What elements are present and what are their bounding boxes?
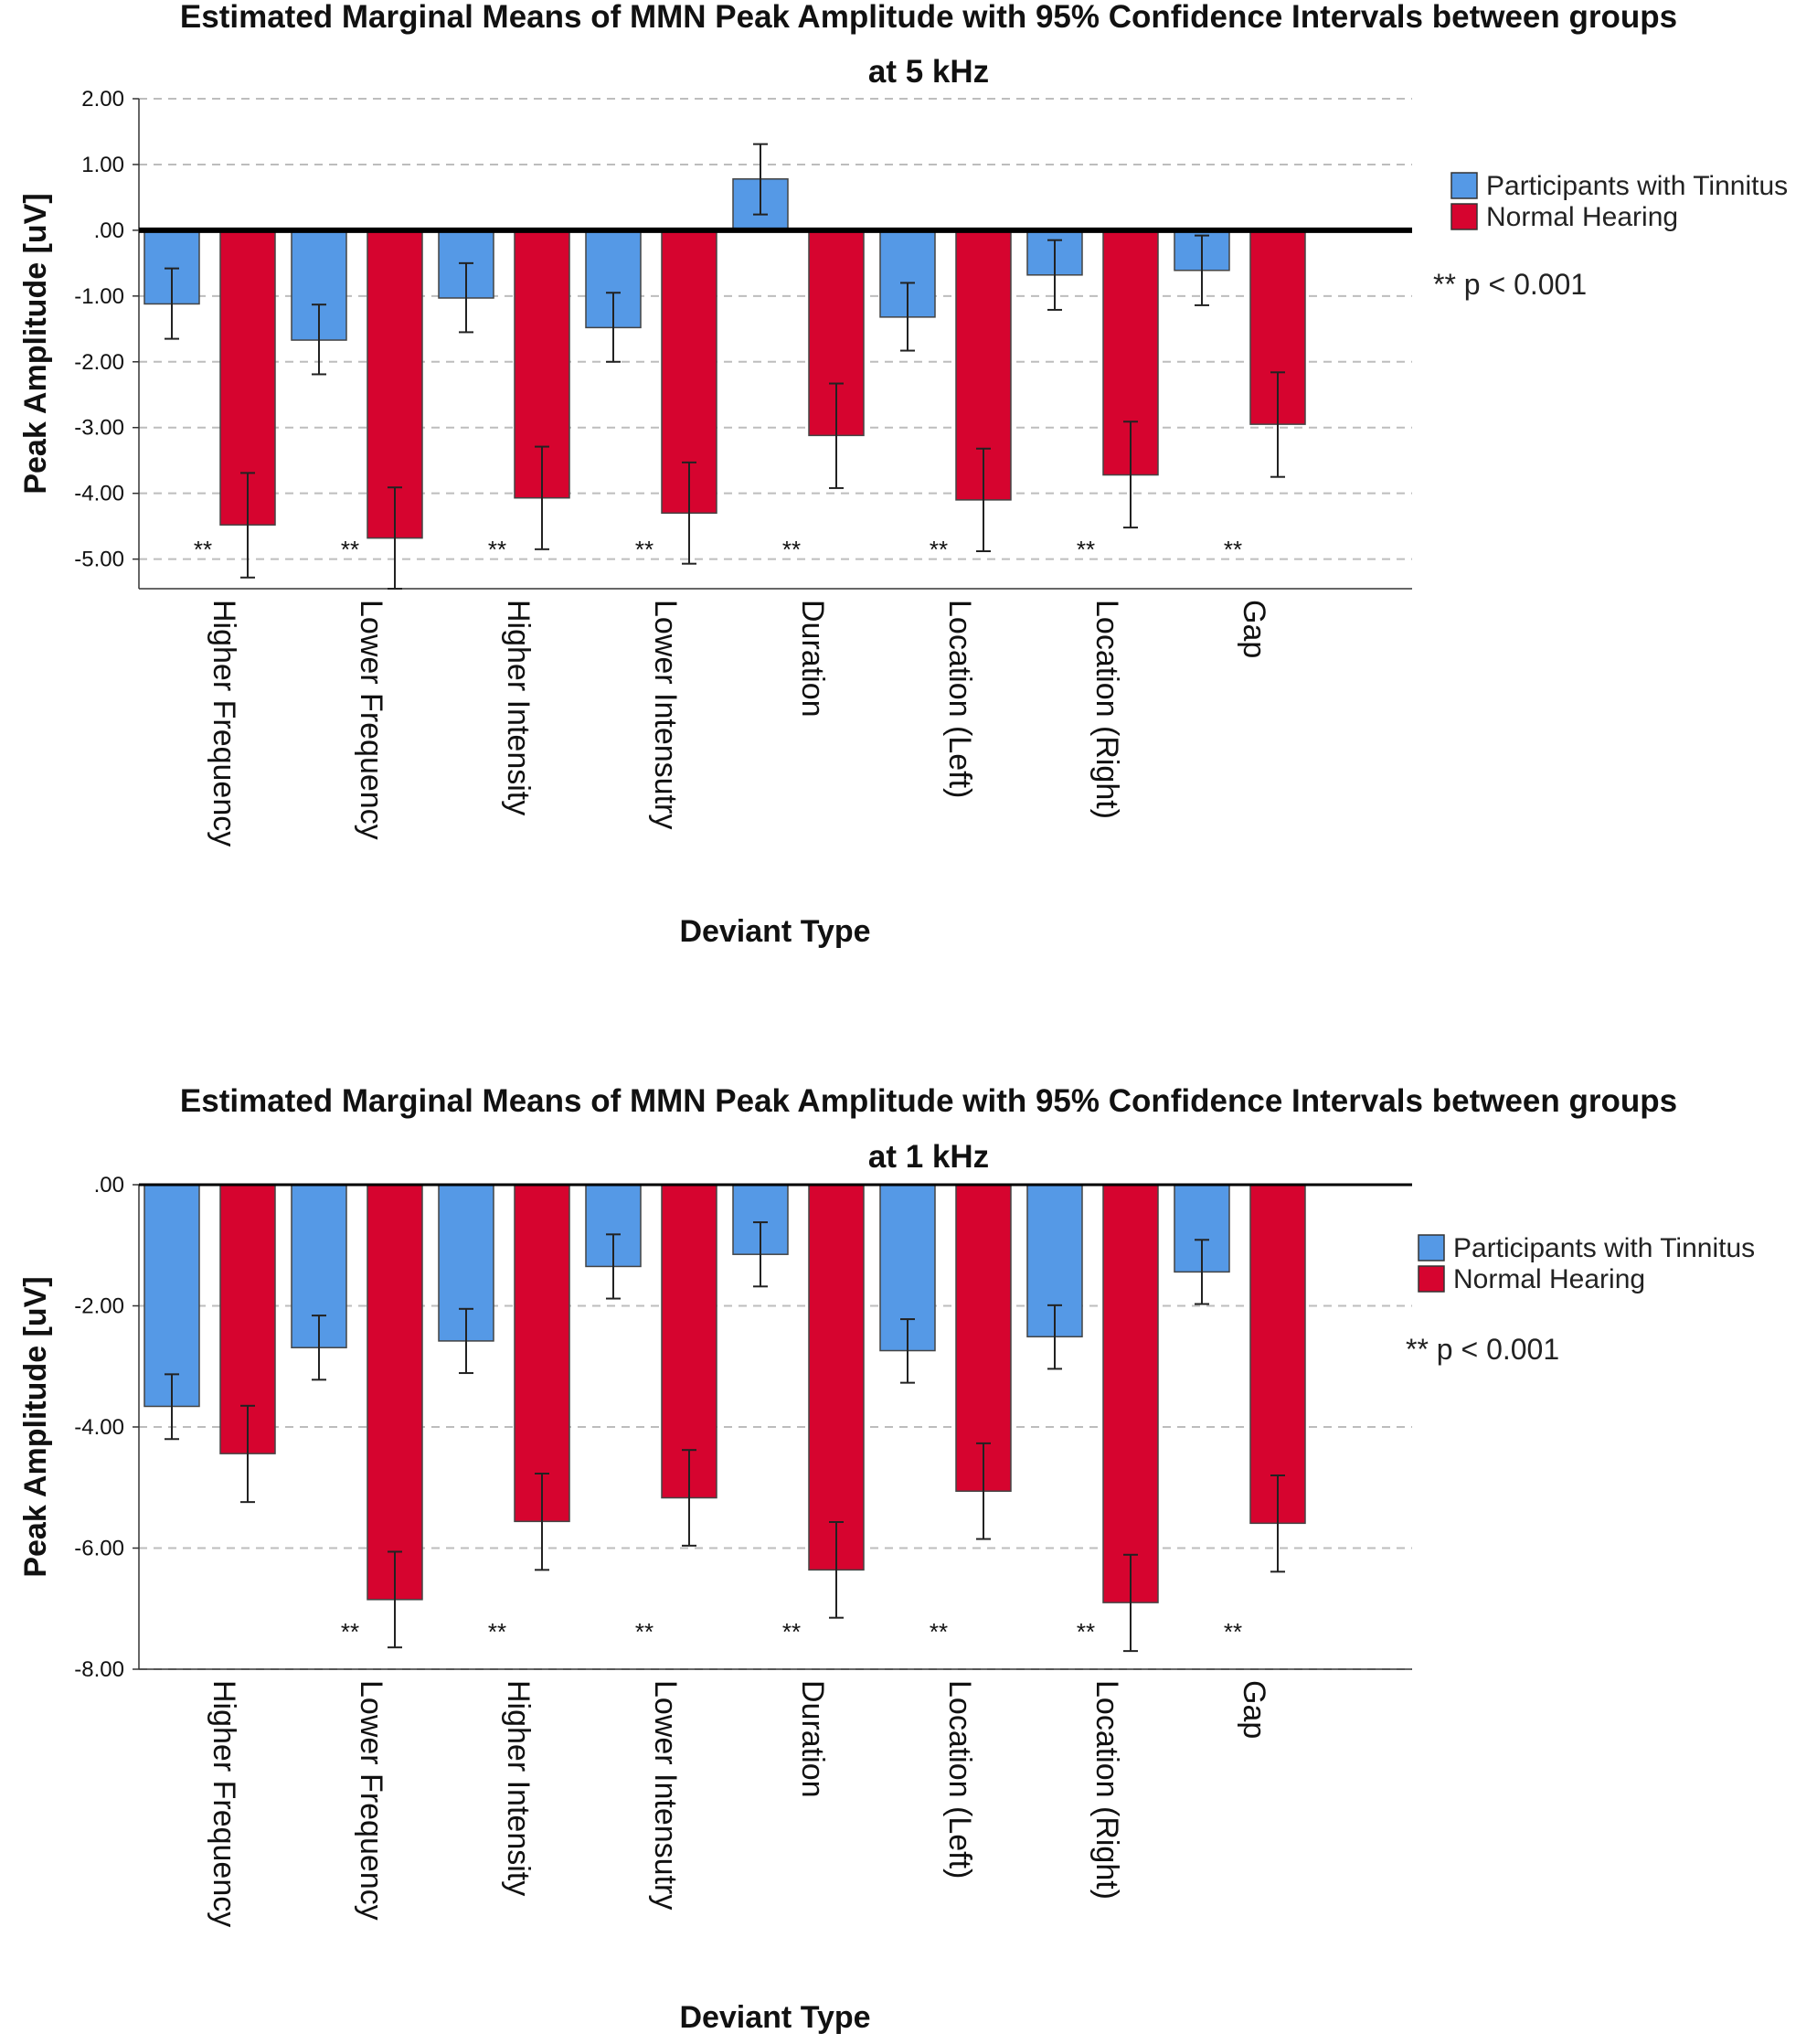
legend-swatch-participants-with-tinnitus	[1418, 1234, 1445, 1262]
significance-marker: **	[341, 536, 359, 563]
category-label: Lower Intensutry	[648, 600, 683, 829]
x-axis-label: Deviant Type	[679, 914, 870, 949]
legend-entry-normal-hearing: Normal Hearing	[1486, 202, 1678, 232]
significance-marker: **	[1224, 536, 1242, 563]
category-label: Duration	[795, 600, 830, 718]
category-label: Higher Intensity	[501, 600, 536, 815]
y-tick-label: -2.00	[74, 1294, 124, 1319]
chart-title: Estimated Marginal Means of MMN Peak Amp…	[180, 1083, 1677, 1119]
significance-marker: **	[930, 1618, 948, 1645]
y-tick-label: 2.00	[81, 87, 124, 112]
chart-title: Estimated Marginal Means of MMN Peak Amp…	[180, 0, 1677, 35]
y-tick-label: -5.00	[74, 548, 124, 572]
y-tick-label: -3.00	[74, 416, 124, 441]
significance-marker: **	[488, 1618, 506, 1645]
significance-marker: **	[1077, 536, 1095, 563]
significance-marker: **	[930, 536, 948, 563]
y-tick-label: -6.00	[74, 1537, 124, 1561]
bar-normal-hearing-higher-intensity	[514, 1184, 570, 1523]
category-label: Lower Frequency	[354, 1680, 388, 1921]
category-label: Location (Right)	[1089, 1680, 1124, 1900]
category-label: Higher Frequency	[207, 600, 241, 846]
bar-participants-with-tinnitus-higher-frequency	[143, 1184, 200, 1408]
legend-entry-participants-with-tinnitus: Participants with Tinnitus	[1453, 1233, 1755, 1263]
significance-marker: **	[635, 1618, 653, 1645]
chart-1khz: Estimated Marginal Means of MMN Peak Amp…	[18, 1083, 1755, 2035]
bar-normal-hearing-duration	[808, 1184, 865, 1571]
significance-marker: **	[341, 1618, 359, 1645]
significance-marker: **	[194, 536, 212, 563]
significance-marker: **	[635, 536, 653, 563]
y-tick-label: .00	[94, 1173, 124, 1198]
y-tick-label: -1.00	[74, 284, 124, 309]
bar-normal-hearing-location-right	[1102, 1184, 1159, 1603]
category-label: Duration	[795, 1680, 830, 1798]
chart-subtitle: at 1 kHz	[868, 1139, 989, 1175]
chart-5khz: Estimated Marginal Means of MMN Peak Amp…	[18, 0, 1788, 949]
legend-swatch-normal-hearing	[1418, 1265, 1445, 1293]
bar-normal-hearing-gap	[1249, 1184, 1306, 1525]
y-tick-label: 1.00	[81, 153, 124, 177]
bar-normal-hearing-lower-intensutry	[661, 1184, 717, 1499]
significance-marker: **	[488, 536, 506, 563]
category-label: Location (Right)	[1089, 600, 1124, 819]
significance-note: ** p < 0.001	[1433, 268, 1587, 301]
y-axis-label: Peak Amplitude [uV]	[18, 1276, 53, 1577]
bar-normal-hearing-lower-frequency	[367, 1184, 423, 1601]
legend-entry-normal-hearing: Normal Hearing	[1453, 1264, 1645, 1294]
legend-swatch-participants-with-tinnitus	[1450, 172, 1478, 199]
y-tick-label: .00	[94, 218, 124, 243]
category-label: Lower Intensutry	[648, 1680, 683, 1910]
category-label: Location (Left)	[942, 1680, 977, 1879]
category-label: Gap	[1237, 1680, 1271, 1739]
chart-subtitle: at 5 kHz	[868, 54, 989, 90]
significance-marker: **	[1077, 1618, 1095, 1645]
legend-swatch-normal-hearing	[1450, 203, 1478, 230]
significance-note: ** p < 0.001	[1406, 1333, 1559, 1366]
category-label: Higher Frequency	[207, 1680, 241, 1927]
category-label: Location (Left)	[942, 600, 977, 798]
y-tick-label: -2.00	[74, 350, 124, 375]
significance-marker: **	[782, 536, 801, 563]
x-axis-label: Deviant Type	[679, 2000, 870, 2035]
category-label: Lower Frequency	[354, 600, 388, 840]
y-tick-label: -4.00	[74, 1415, 124, 1440]
significance-marker: **	[782, 1618, 801, 1645]
significance-marker: **	[1224, 1618, 1242, 1645]
y-tick-label: -8.00	[74, 1657, 124, 1682]
y-tick-label: -4.00	[74, 482, 124, 506]
category-label: Gap	[1237, 600, 1271, 658]
legend-entry-participants-with-tinnitus: Participants with Tinnitus	[1486, 171, 1788, 201]
category-label: Higher Intensity	[501, 1680, 536, 1896]
y-axis-label: Peak Amplitude [uV]	[18, 193, 53, 494]
